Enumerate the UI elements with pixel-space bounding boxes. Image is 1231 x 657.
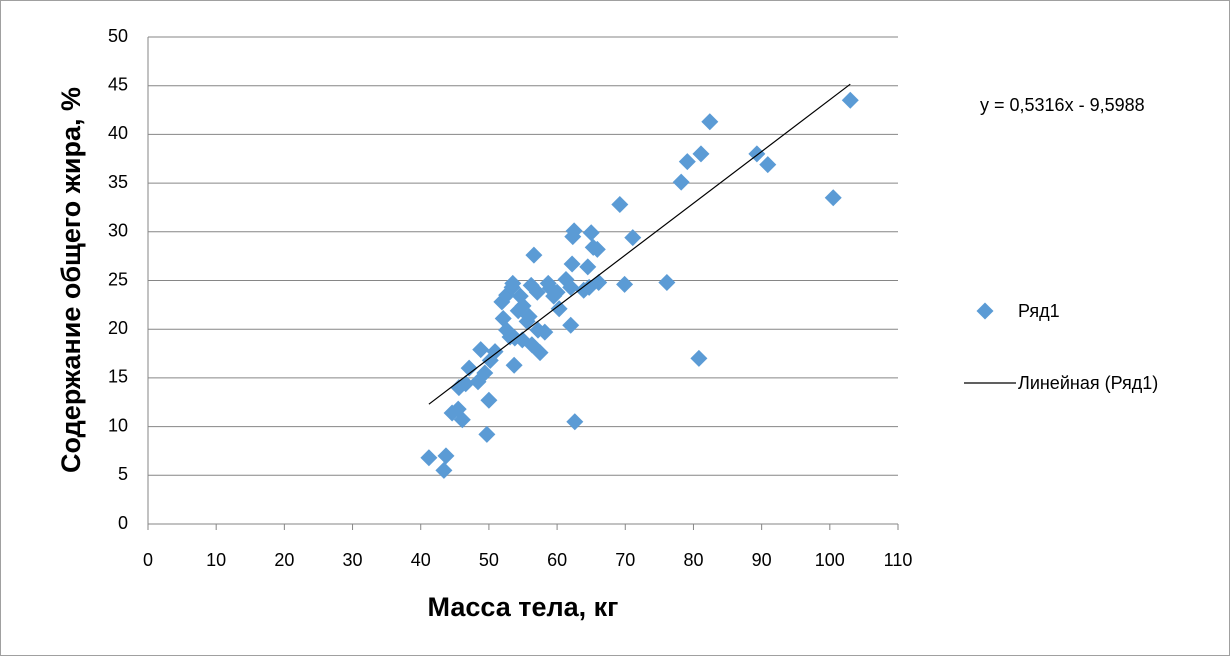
y-tick-label: 25 (108, 269, 128, 289)
y-axis-title: Содержание общего жира, % (56, 87, 86, 473)
data-point (678, 153, 696, 171)
x-tick-label: 40 (411, 550, 431, 570)
data-point (565, 222, 583, 240)
data-point (562, 316, 580, 334)
data-point (528, 283, 546, 301)
legend-label: Линейная (Ряд1) (1018, 373, 1158, 393)
legend-label: Ряд1 (1018, 301, 1060, 321)
data-point (480, 391, 498, 409)
data-point (486, 343, 504, 361)
y-tick-label: 45 (108, 74, 128, 94)
data-point (505, 356, 523, 374)
y-tick-label: 10 (108, 415, 128, 435)
y-tick-label: 50 (108, 26, 128, 46)
x-tick-label: 60 (547, 550, 567, 570)
x-tick-label: 0 (143, 550, 153, 570)
data-point (562, 278, 580, 296)
legend-marker (976, 302, 994, 320)
data-point (531, 344, 549, 362)
data-point (566, 413, 584, 431)
data-point (478, 425, 496, 443)
y-tick-label: 30 (108, 221, 128, 241)
x-tick-label: 70 (615, 550, 635, 570)
data-point (460, 359, 478, 377)
data-point (548, 283, 566, 301)
data-point (550, 300, 568, 318)
data-point (672, 173, 690, 191)
data-point (536, 323, 554, 341)
data-point (624, 229, 642, 247)
data-point (520, 308, 538, 326)
data-point (841, 91, 859, 109)
data-point (579, 258, 597, 276)
y-tick-label: 20 (108, 318, 128, 338)
data-point (701, 113, 719, 131)
x-tick-label: 110 (884, 550, 913, 570)
x-tick-label: 80 (683, 550, 703, 570)
data-point (588, 240, 606, 258)
y-tick-label: 15 (108, 367, 128, 387)
x-tick-label: 100 (815, 550, 845, 570)
data-point (476, 364, 494, 382)
data-point (582, 224, 600, 242)
data-point (658, 273, 676, 291)
x-tick-label: 10 (206, 550, 226, 570)
data-point (759, 156, 777, 174)
data-point (563, 255, 581, 273)
y-tick-label: 35 (108, 172, 128, 192)
x-axis-title: Масса тела, кг (428, 592, 619, 622)
data-point (420, 449, 438, 467)
x-tick-label: 30 (343, 550, 363, 570)
data-point (453, 411, 471, 429)
y-tick-label: 5 (118, 464, 128, 484)
y-tick-label: 0 (118, 513, 128, 533)
data-point (692, 145, 710, 163)
trendline (428, 83, 851, 405)
data-point (472, 341, 490, 359)
data-point (435, 461, 453, 479)
data-point (690, 349, 708, 367)
trendline-equation: y = 0,5316x - 9,5988 (980, 95, 1145, 115)
data-point (824, 189, 842, 207)
data-point (611, 196, 629, 214)
x-tick-label: 90 (752, 550, 772, 570)
data-point (437, 447, 455, 465)
x-tick-label: 50 (479, 550, 499, 570)
data-point (504, 274, 522, 292)
data-point (525, 246, 543, 264)
y-tick-label: 40 (108, 123, 128, 143)
data-point (616, 275, 634, 293)
x-tick-label: 20 (274, 550, 294, 570)
